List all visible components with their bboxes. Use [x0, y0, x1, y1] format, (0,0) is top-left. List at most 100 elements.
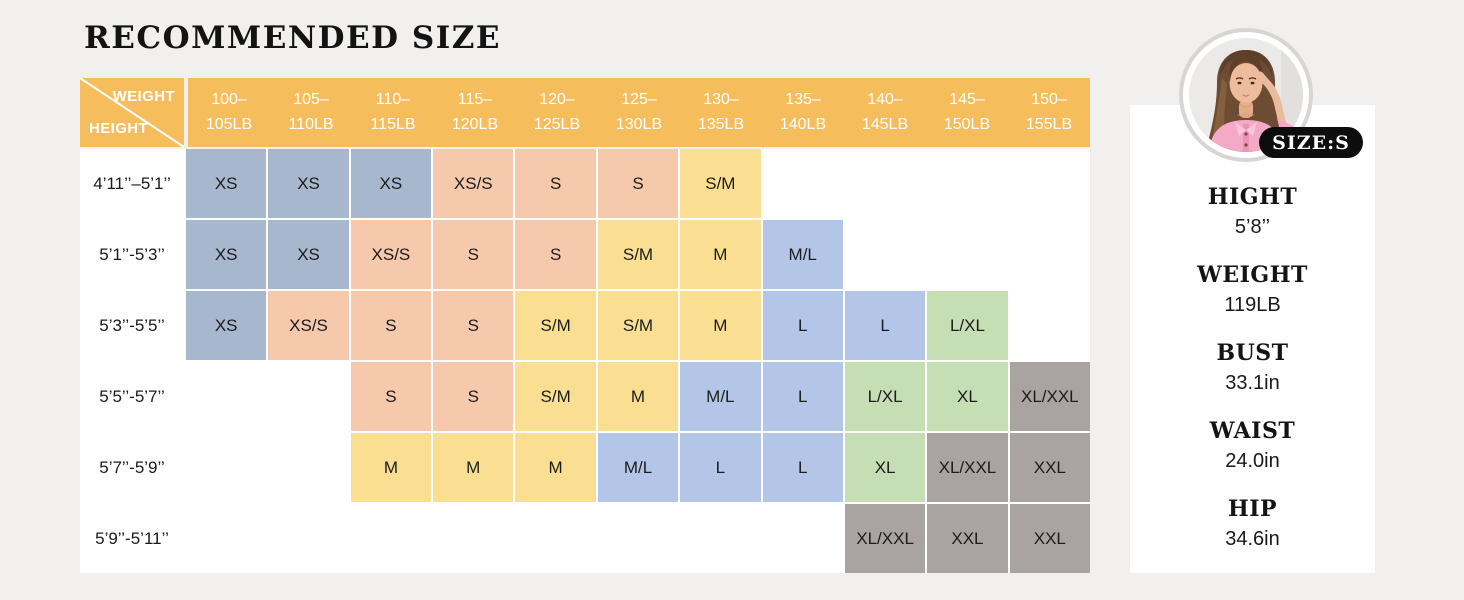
size-cell-0-0: XS: [186, 149, 267, 218]
size-cell-3-9: XL: [927, 362, 1008, 431]
measurement-label: HIP: [1227, 496, 1278, 522]
diagonal-divider: [80, 78, 184, 147]
weight-header-1: 105– 110LB: [288, 90, 334, 133]
empty-cell-5-3: [433, 504, 513, 573]
measurement-bust: BUST 33.1in: [1130, 338, 1375, 398]
weight-header-9: 145– 150LB: [943, 90, 991, 133]
empty-cell-1-8: [845, 220, 925, 289]
size-cell-5-8: XL/XXL: [844, 504, 926, 573]
table-body: 4’11’’–5’1’’ XS XS XS XS/S S S S/M 5’1’’-5’3’’ XS…: [80, 149, 1090, 573]
size-cell-3-3: S: [433, 362, 514, 431]
height-label-1: 5’1’’-5’3’’: [80, 220, 184, 289]
size-cell-1-3: S: [433, 220, 514, 289]
size-cell-2-4: S/M: [515, 291, 596, 360]
empty-cell-0-7: [763, 149, 843, 218]
size-cell-0-2: XS: [350, 149, 432, 218]
empty-cell-0-10: [1010, 149, 1090, 218]
size-cell-2-8: L: [844, 291, 926, 360]
weight-axis-label: WEIGHT: [112, 88, 175, 105]
measurement-value: 24.0in: [1225, 450, 1280, 472]
measurement-label: WAIST: [1209, 418, 1296, 444]
size-cell-4-8: XL: [844, 433, 926, 502]
empty-cell-3-1: [268, 362, 348, 431]
weight-header-7: 135– 140LB: [779, 90, 827, 133]
weight-header-4: 120– 125LB: [533, 90, 581, 133]
table-header-row: WEIGHT HEIGHT 100– 105LB 105– 110LB 110– 1…: [80, 78, 1090, 147]
weight-header-3: 115– 120LB: [451, 90, 499, 133]
size-cell-5-10: XXL: [1009, 504, 1090, 573]
size-cell-4-3: M: [433, 433, 514, 502]
empty-cell-5-1: [268, 504, 348, 573]
recommended-size-table: WEIGHT HEIGHT 100– 105LB 105– 110LB 110– 1…: [80, 78, 1090, 573]
size-cell-1-4: S: [515, 220, 596, 289]
size-cell-2-5: S/M: [597, 291, 679, 360]
height-label-4: 5’7’’-5’9’’: [80, 433, 184, 502]
height-axis-label: HEIGHT: [89, 120, 149, 137]
empty-cell-5-6: [680, 504, 760, 573]
size-cell-5-9: XXL: [927, 504, 1008, 573]
size-cell-2-6: M: [680, 291, 761, 360]
empty-cell-5-5: [598, 504, 678, 573]
size-cell-4-10: XXL: [1009, 433, 1090, 502]
empty-cell-0-8: [845, 149, 925, 218]
measurement-value: 119LB: [1224, 294, 1281, 316]
size-cell-3-7: L: [762, 362, 843, 431]
size-cell-3-5: M: [597, 362, 679, 431]
weight-header-5: 125– 130LB: [615, 90, 663, 133]
empty-cell-4-1: [268, 433, 348, 502]
measurements-list: HIGHT 5’8’’ WEIGHT 119LB BUST 33.1in WAIST 24.0…: [1130, 182, 1375, 554]
weight-header-8: 140– 145LB: [861, 90, 909, 133]
size-cell-3-10: XL/XXL: [1009, 362, 1090, 431]
size-cell-1-1: XS: [268, 220, 349, 289]
measurement-value: 33.1in: [1225, 372, 1280, 394]
size-cell-3-4: S/M: [515, 362, 596, 431]
measurement-waist: WAIST 24.0in: [1130, 416, 1375, 476]
size-cell-4-7: L: [762, 433, 843, 502]
size-cell-3-6: M/L: [680, 362, 761, 431]
size-cell-4-4: M: [515, 433, 596, 502]
height-label-0: 4’11’’–5’1’’: [80, 149, 184, 218]
size-cell-2-7: L: [762, 291, 843, 360]
size-cell-0-6: S/M: [680, 149, 761, 218]
empty-cell-1-9: [927, 220, 1007, 289]
weight-header-0: 100– 105LB: [205, 90, 253, 133]
empty-cell-5-7: [763, 504, 843, 573]
empty-cell-3-0: [186, 362, 266, 431]
measurement-hip: HIP 34.6in: [1130, 494, 1375, 554]
measurement-weight: WEIGHT 119LB: [1130, 260, 1375, 320]
weight-header-6: 130– 135LB: [697, 90, 745, 133]
size-cell-4-5: M/L: [597, 433, 679, 502]
size-cell-2-9: L/XL: [927, 291, 1008, 360]
empty-cell-0-9: [927, 149, 1007, 218]
size-cell-2-0: XS: [186, 291, 267, 360]
measurement-label: BUST: [1216, 340, 1289, 366]
model-info-card: [1130, 105, 1375, 573]
size-cell-1-6: M: [680, 220, 761, 289]
weight-header-band: 100– 105LB 105– 110LB 110– 115LB 115– 120LB…: [188, 78, 1090, 147]
size-cell-4-2: M: [350, 433, 432, 502]
measurement-value: 34.6in: [1225, 528, 1280, 550]
size-cell-1-7: M/L: [762, 220, 843, 289]
height-label-5: 5’9’’-5’11’’: [80, 504, 184, 573]
measurement-label: HIGHT: [1207, 184, 1298, 210]
size-badge: SIZE:S: [1259, 127, 1363, 158]
empty-cell-2-10: [1010, 291, 1090, 360]
size-cell-4-6: L: [680, 433, 761, 502]
empty-cell-5-2: [351, 504, 431, 573]
weight-header-2: 110– 115LB: [370, 90, 416, 133]
weight-header-10: 150– 155LB: [1025, 90, 1073, 133]
empty-cell-5-0: [186, 504, 266, 573]
size-cell-0-5: S: [597, 149, 679, 218]
size-cell-4-9: XL/XXL: [927, 433, 1008, 502]
measurement-hight: HIGHT 5’8’’: [1130, 182, 1375, 242]
height-label-2: 5’3’’-5’5’’: [80, 291, 184, 360]
page-title: RECOMMENDED SIZE: [84, 20, 501, 56]
empty-cell-5-4: [515, 504, 595, 573]
size-cell-3-2: S: [350, 362, 432, 431]
size-cell-0-1: XS: [268, 149, 349, 218]
measurement-label: WEIGHT: [1197, 262, 1308, 288]
measurement-value: 5’8’’: [1234, 216, 1271, 238]
size-cell-2-3: S: [433, 291, 514, 360]
empty-cell-4-0: [186, 433, 266, 502]
